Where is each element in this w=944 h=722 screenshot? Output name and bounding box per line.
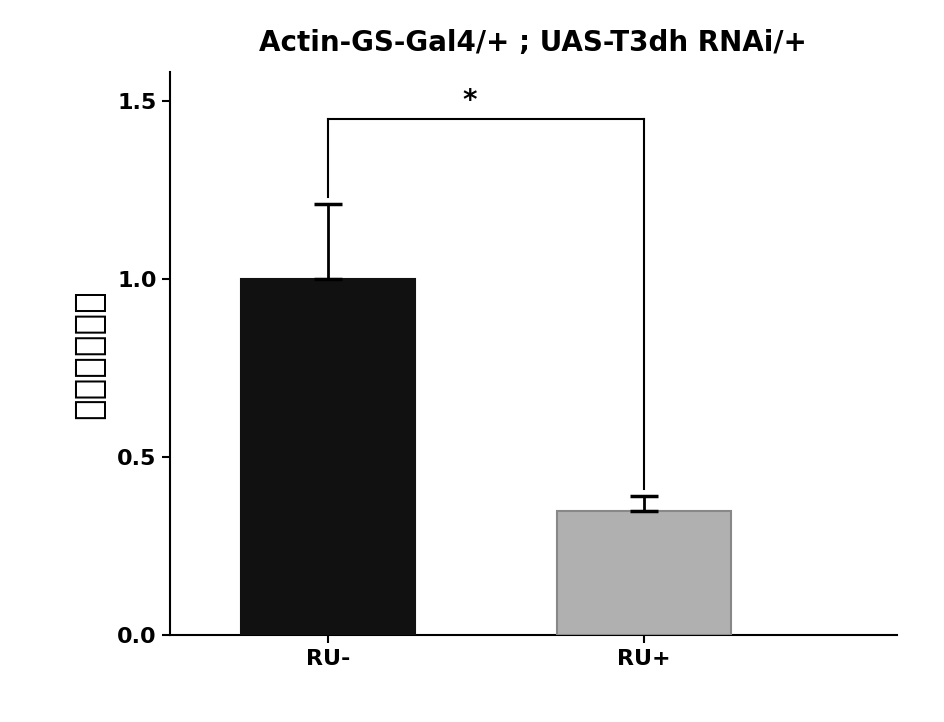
- Title: Actin-GS-Gal4/+ ; UAS-T3dh RNAi/+: Actin-GS-Gal4/+ ; UAS-T3dh RNAi/+: [260, 30, 807, 57]
- Text: *: *: [463, 87, 478, 115]
- Y-axis label: 相对表达水平: 相对表达水平: [72, 289, 106, 419]
- Bar: [241, 279, 414, 635]
- Bar: [557, 510, 731, 635]
